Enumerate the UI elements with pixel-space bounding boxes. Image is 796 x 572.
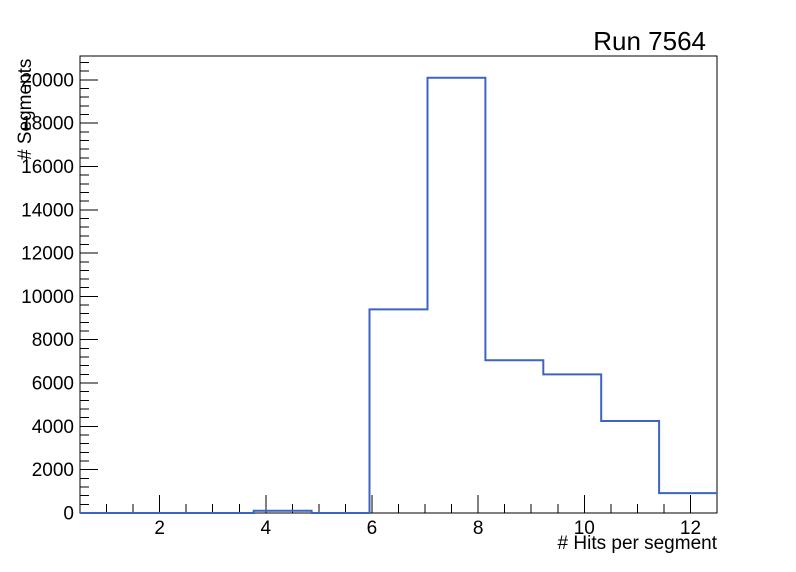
- svg-text:8: 8: [473, 518, 484, 539]
- svg-text:2000: 2000: [32, 460, 74, 481]
- y-axis-ticks: 0 2000 4000 6000 8000 10000 12000 14000 16000 180…: [21, 61, 98, 525]
- x-axis-title: # Hits per segment: [558, 533, 718, 554]
- svg-text:10000: 10000: [21, 287, 74, 308]
- y-axis-title: # Segments: [15, 59, 36, 160]
- svg-text:10: 10: [574, 518, 595, 539]
- svg-text:4000: 4000: [32, 417, 74, 438]
- svg-text:20000: 20000: [21, 70, 74, 91]
- svg-text:2: 2: [154, 518, 165, 539]
- svg-text:14000: 14000: [21, 200, 74, 221]
- svg-text:18000: 18000: [21, 114, 74, 135]
- svg-text:0: 0: [63, 504, 74, 525]
- x-axis-ticks: 2 4 6 8 10 12: [106, 495, 701, 539]
- svg-text:4: 4: [261, 518, 272, 539]
- svg-text:6000: 6000: [32, 374, 74, 395]
- plot-frame: [79, 55, 718, 514]
- svg-text:12000: 12000: [21, 244, 74, 265]
- plot-title: Run 7564: [593, 26, 706, 56]
- svg-text:8000: 8000: [32, 330, 74, 351]
- svg-text:16000: 16000: [21, 157, 74, 178]
- svg-text:12: 12: [680, 518, 701, 539]
- histogram-line: [80, 76, 717, 514]
- svg-text:6: 6: [367, 518, 378, 539]
